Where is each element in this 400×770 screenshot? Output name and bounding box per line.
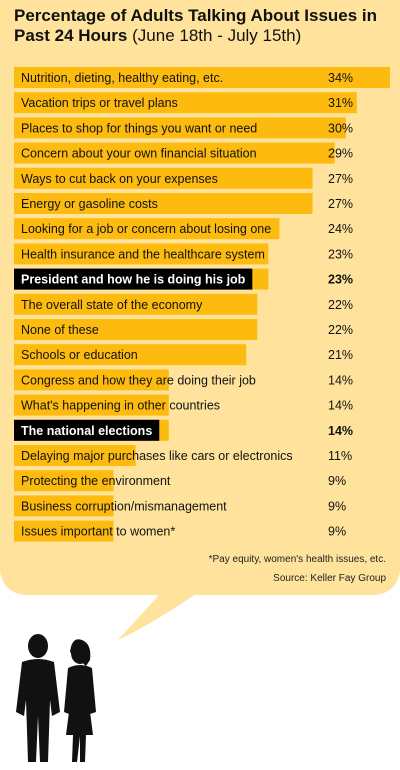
bar (14, 369, 169, 391)
category-label: Congress and how they are doing their jo… (21, 373, 256, 387)
bar-row: Energy or gasoline costs (14, 193, 313, 214)
chart-title-main: Percentage of Adults Talking About Issue… (14, 6, 378, 45)
source-note: Source: Keller Fay Group (273, 573, 386, 584)
category-label: Delaying major purchases like cars or el… (21, 449, 293, 463)
bar-row: Protecting the environment (14, 470, 171, 492)
value-label: 11% (328, 449, 352, 463)
bar (14, 344, 247, 366)
value-label: 27% (328, 172, 353, 186)
bar (14, 142, 335, 164)
category-label: None of these (21, 323, 99, 337)
category-label: Energy or gasoline costs (21, 197, 158, 211)
bar (14, 520, 114, 542)
value-label: 24% (328, 222, 353, 236)
value-label: 21% (328, 348, 353, 362)
value-label: 22% (328, 298, 353, 312)
bar-row: Concern about your own financial situati… (14, 142, 335, 164)
bar (14, 319, 258, 340)
bar-row: Business corruption/mismanagement (14, 495, 227, 517)
category-label: Protecting the environment (21, 474, 171, 488)
value-label: 29% (328, 147, 353, 161)
bar (14, 394, 169, 416)
bar (14, 293, 258, 315)
bar-row: Delaying major purchases like cars or el… (14, 445, 293, 466)
category-label: Vacation trips or travel plans (21, 96, 178, 110)
bar (14, 67, 390, 88)
bar-row: Vacation trips or travel plans (14, 92, 357, 114)
bar (14, 243, 269, 265)
category-label: Schools or education (21, 348, 138, 362)
category-label: The national elections (21, 424, 152, 438)
category-label: Looking for a job or concern about losin… (21, 222, 271, 236)
value-label: 23% (328, 273, 353, 287)
bar (14, 495, 114, 517)
value-label: 9% (328, 525, 346, 539)
value-label: 23% (328, 247, 353, 261)
bar-row: Issues important to women* (14, 520, 175, 542)
value-label: 9% (328, 499, 346, 513)
chart-title-sub: (June 18th - July 15th) (132, 26, 302, 45)
category-label: President and how he is doing his job (21, 273, 246, 287)
value-label: 22% (328, 323, 353, 337)
bar-row: Looking for a job or concern about losin… (14, 218, 280, 240)
category-label: Health insurance and the healthcare syst… (21, 247, 265, 261)
category-label: The overall state of the economy (21, 298, 203, 312)
category-label: Issues important to women* (21, 525, 175, 539)
value-label: 9% (328, 474, 346, 488)
bar-row: Nutrition, dieting, healthy eating, etc. (14, 67, 390, 88)
value-label: 34% (328, 71, 353, 85)
value-label: 31% (328, 96, 353, 110)
value-label: 14% (328, 373, 353, 387)
chart-title: Percentage of Adults Talking About Issue… (14, 6, 394, 46)
category-label: Concern about your own financial situati… (21, 147, 257, 161)
highlight-box (14, 419, 160, 441)
bar-row: The overall state of the economy (14, 293, 258, 315)
footnote: *Pay equity, women's health issues, etc. (208, 554, 386, 565)
bar-row: Ways to cut back on your expenses (14, 167, 313, 189)
bar-row: The national elections (14, 419, 169, 441)
bar (14, 117, 346, 139)
category-label: Nutrition, dieting, healthy eating, etc. (21, 71, 223, 85)
bar (14, 445, 136, 466)
value-label: 14% (328, 424, 353, 438)
bar-chart: Nutrition, dieting, healthy eating, etc.… (14, 67, 390, 542)
bar (14, 92, 357, 114)
bar-row: Congress and how they are doing their jo… (14, 369, 256, 391)
highlight-box (14, 268, 253, 290)
bar-row: President and how he is doing his job (14, 268, 269, 290)
value-label: 30% (328, 121, 353, 135)
bar-row: Schools or education (14, 344, 247, 366)
bar (14, 167, 313, 189)
bar-row: None of these (14, 319, 258, 340)
bar-row: Health insurance and the healthcare syst… (14, 243, 269, 265)
category-label: Business corruption/mismanagement (21, 499, 227, 513)
category-label: What's happening in other countries (21, 399, 220, 413)
category-label: Places to shop for things you want or ne… (21, 121, 257, 135)
value-label: 14% (328, 399, 353, 413)
value-label: 27% (328, 197, 353, 211)
bar (14, 218, 280, 240)
bar (14, 470, 114, 492)
category-label: Ways to cut back on your expenses (21, 172, 218, 186)
bar-row: Places to shop for things you want or ne… (14, 117, 346, 139)
bar-row: What's happening in other countries (14, 394, 220, 416)
bar (14, 193, 313, 214)
